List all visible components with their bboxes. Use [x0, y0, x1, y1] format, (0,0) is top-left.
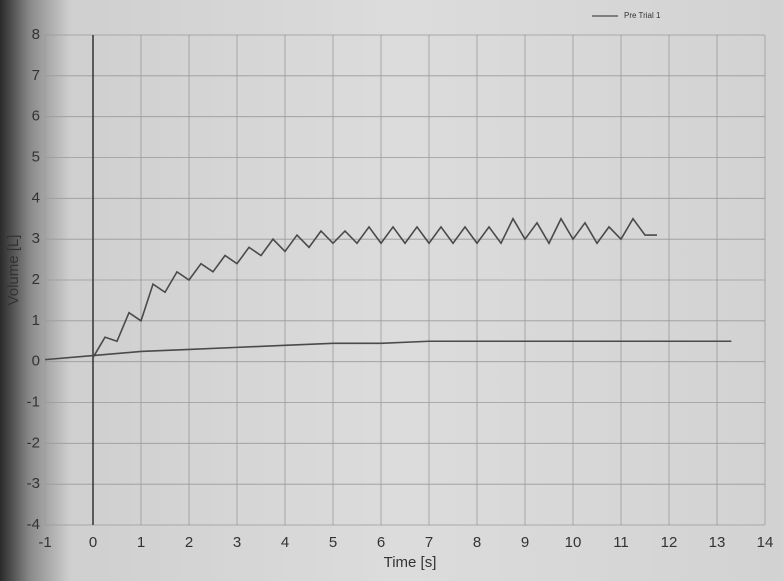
y-tick-label: 0 [32, 353, 40, 370]
x-tick-label: 13 [709, 534, 726, 551]
y-tick-label: 3 [32, 230, 40, 247]
y-tick-label: 1 [32, 312, 40, 329]
x-tick-label: 7 [425, 534, 433, 551]
y-tick-label: -4 [27, 516, 40, 533]
x-tick-label: 12 [661, 534, 678, 551]
x-tick-label: 14 [757, 534, 774, 551]
chart: Time [s] Volume [L] -4-3-2-1012345678-10… [0, 0, 783, 581]
y-tick-label: -2 [27, 434, 40, 451]
x-axis-label: Time [s] [384, 554, 437, 571]
x-tick-label: 1 [137, 534, 145, 551]
y-tick-label: -1 [27, 393, 40, 410]
x-tick-label: 10 [565, 534, 582, 551]
x-tick-label: 0 [89, 534, 97, 551]
series-line [45, 341, 731, 359]
x-tick-label: 3 [233, 534, 241, 551]
series-line [93, 219, 657, 358]
y-tick-label: 4 [32, 189, 40, 206]
x-tick-label: 9 [521, 534, 529, 551]
y-tick-label: 6 [32, 108, 40, 125]
x-tick-label: 2 [185, 534, 193, 551]
x-tick-label: 5 [329, 534, 337, 551]
x-tick-label: 8 [473, 534, 481, 551]
y-tick-label: 2 [32, 271, 40, 288]
y-tick-label: -3 [27, 475, 40, 492]
legend-label: Pre Trial 1 [624, 11, 661, 20]
x-tick-label: 4 [281, 534, 289, 551]
y-tick-label: 7 [32, 67, 40, 84]
x-tick-label: 6 [377, 534, 385, 551]
x-tick-label: -1 [38, 534, 51, 551]
x-tick-label: 11 [613, 534, 629, 551]
y-tick-label: 5 [32, 148, 40, 165]
y-axis-label: Volume [L] [5, 235, 22, 306]
y-tick-label: 8 [32, 26, 40, 43]
